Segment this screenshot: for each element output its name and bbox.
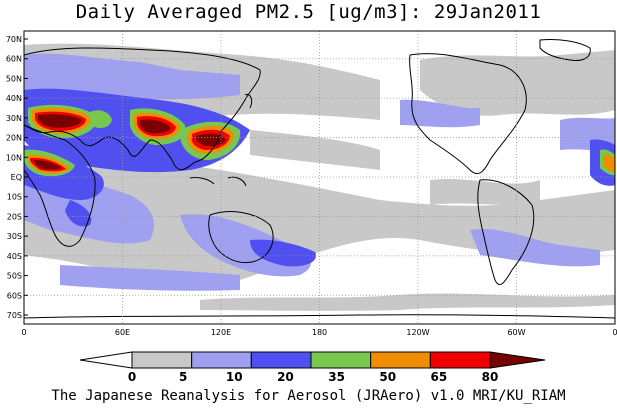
latitude-label: 60N [6, 55, 22, 64]
colorbar-label: 65 [431, 370, 448, 384]
colorbar-lower-arrow [79, 351, 133, 369]
colorbar-swatch [429, 351, 491, 369]
longitude-labels: 0 60E 120E 180 120W 60W 0 [21, 328, 617, 337]
latitude-label: 50S [7, 272, 22, 281]
pm25-band-80-plus [34, 114, 226, 170]
longitude-label: 0 [21, 328, 26, 337]
longitude-label: 120E [211, 328, 231, 337]
latitude-label: 60S [7, 291, 22, 300]
longitude-label: 120W [406, 328, 429, 337]
latitude-label: 70N [6, 35, 22, 44]
latitude-label: 20S [7, 212, 22, 221]
latitude-label: 40S [7, 252, 22, 261]
colorbar-label: 50 [379, 370, 396, 384]
pm25-band-10-20 [24, 53, 615, 291]
longitude-label: 60W [507, 328, 525, 337]
colorbar-label: 5 [179, 370, 187, 384]
coastlines [24, 39, 615, 319]
latitude-label: 20N [6, 134, 22, 143]
latitude-label: 70S [7, 311, 22, 320]
footer-caption: The Japanese Reanalysis for Aerosol (JRA… [51, 388, 566, 404]
latitude-label: EQ [11, 173, 22, 182]
colorbar: 0 5 10 20 35 50 65 80 [79, 351, 546, 384]
latitude-label: 30N [6, 114, 22, 123]
map-title: Daily Averaged PM2.5 [ug/m3]: 29Jan2011 [75, 1, 542, 23]
graticule [24, 31, 615, 324]
latitude-label: 50N [6, 74, 22, 83]
colorbar-upper-arrow [489, 351, 546, 369]
colorbar-label: 10 [226, 370, 243, 384]
latitude-label: 40N [6, 94, 22, 103]
longitude-label: 0 [612, 328, 617, 337]
colorbar-label: 80 [482, 370, 499, 384]
longitude-label: 180 [312, 328, 327, 337]
colorbar-label: 35 [328, 370, 345, 384]
colorbar-swatch [310, 351, 372, 369]
colorbar-swatch [191, 351, 252, 369]
latitude-label: 10N [6, 153, 22, 162]
pm25-field [24, 39, 615, 319]
colorbar-swatch [131, 351, 193, 369]
colorbar-swatch [250, 351, 312, 369]
colorbar-label: 20 [277, 370, 294, 384]
latitude-label: 30S [7, 232, 22, 241]
latitude-label: 10S [7, 193, 22, 202]
latitude-labels: 70N 60N 50N 40N 30N 20N 10N EQ 10S 20S 30S 40S 50S 60… [6, 35, 28, 320]
colorbar-swatch [370, 351, 431, 369]
longitude-label: 60E [115, 328, 130, 337]
colorbar-label: 0 [128, 370, 136, 384]
